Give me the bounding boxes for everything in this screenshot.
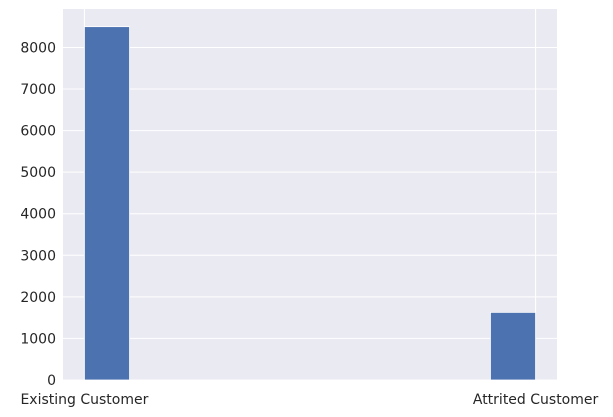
y-tick-label: 5000 — [20, 165, 56, 181]
y-tick-label: 3000 — [20, 248, 56, 264]
y-tick-label: 0 — [47, 373, 56, 389]
y-tick-label: 2000 — [20, 290, 56, 306]
bars — [84, 26, 536, 381]
y-tick-label: 8000 — [20, 40, 56, 56]
x-tick-label: Existing Customer — [20, 392, 148, 408]
bar-existing-customer — [84, 26, 130, 381]
y-tick-label: 1000 — [20, 331, 56, 347]
y-tick-label: 6000 — [20, 124, 56, 140]
y-tick-label: 7000 — [20, 82, 56, 98]
y-axis-tick-labels: 0 1000 2000 3000 4000 5000 6000 7000 8000 — [20, 40, 56, 389]
y-tick-label: 4000 — [20, 207, 56, 223]
x-tick-label: Attrited Customer — [473, 392, 599, 408]
plot-area — [63, 9, 557, 380]
bar-attrited-customer — [490, 311, 536, 381]
x-axis-tick-labels: Existing Customer Attrited Customer — [20, 392, 598, 408]
